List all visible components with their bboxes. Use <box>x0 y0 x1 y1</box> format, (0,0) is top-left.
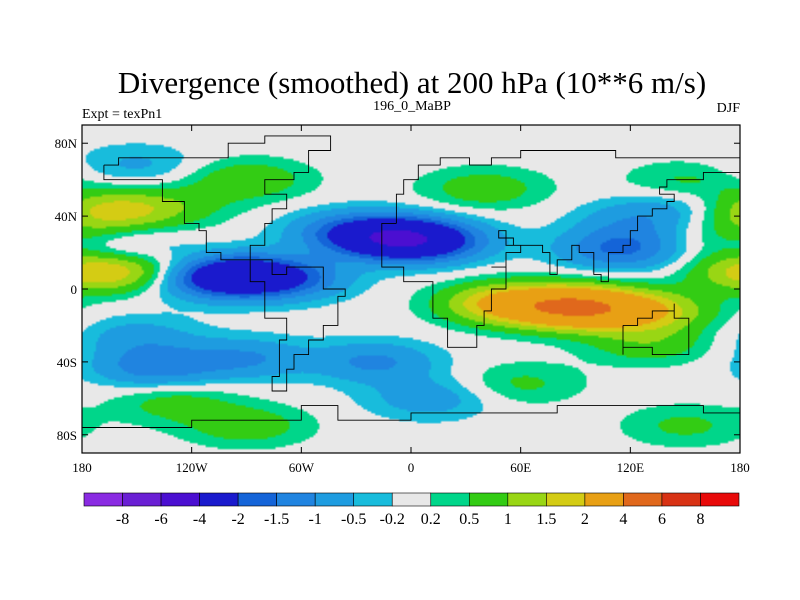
y-tick-label-4: 80S <box>57 428 77 443</box>
coast-afro-eurasia <box>381 150 741 348</box>
coastline-outline <box>82 135 741 428</box>
coast-antarctica <box>82 405 741 428</box>
x-tick-label-5: 120E <box>617 460 645 475</box>
colorbar-label-2: -4 <box>193 511 206 528</box>
colorbar-swatch-14 <box>623 492 663 507</box>
colorbar-label-1: -6 <box>154 511 167 528</box>
colorbar-label-3: -2 <box>231 511 244 528</box>
colorbar-swatch-5 <box>276 492 316 507</box>
x-tick-label-2: 60W <box>289 460 315 475</box>
colorbar-swatch-1 <box>122 492 162 507</box>
y-tick-label-0: 80N <box>55 136 78 151</box>
x-tick-label-3: 0 <box>408 460 415 475</box>
colorbar-label-0: -8 <box>116 511 129 528</box>
colorbar-swatch-6 <box>314 492 355 507</box>
subtitle-right: DJF <box>717 101 741 116</box>
x-tick-label-0: 180 <box>72 460 92 475</box>
colorbar-swatch-2 <box>160 492 200 507</box>
colorbar-label-8: 0.2 <box>421 511 441 528</box>
colorbar-label-12: 2 <box>581 511 589 528</box>
colorbar-swatch-11 <box>507 492 547 507</box>
subtitle-center: 196_0_MaBP <box>373 99 451 114</box>
colorbar-label-6: -0.5 <box>341 511 366 528</box>
chart-title: Divergence (smoothed) at 200 hPa (10**6 … <box>118 65 706 100</box>
colorbar-swatch-7 <box>353 492 393 507</box>
x-tick-label-4: 60E <box>510 460 531 475</box>
colorbar-label-7: -0.2 <box>380 511 405 528</box>
colorbar-label-15: 8 <box>696 511 704 528</box>
colorbar-label-5: -1 <box>309 511 322 528</box>
colorbar-swatch-4 <box>237 492 277 507</box>
coast-australia <box>622 303 690 356</box>
coast-americas <box>103 135 346 392</box>
colorbar-label-9: 0.5 <box>459 511 479 528</box>
colorbar-label-13: 4 <box>619 511 627 528</box>
colorbar-swatch-3 <box>199 492 239 507</box>
colorbar-swatch-16 <box>700 492 740 507</box>
colorbar-label-14: 6 <box>658 511 666 528</box>
x-tick-label-6: 180 <box>730 460 750 475</box>
x-tick-label-1: 120W <box>176 460 209 475</box>
colorbar-swatch-9 <box>430 492 470 507</box>
divergence-field <box>82 125 740 453</box>
y-axis: 80N 40N 0 40S 80S <box>55 136 740 443</box>
colorbar-swatch-13 <box>584 492 624 507</box>
colorbar-label-4: -1.5 <box>264 511 289 528</box>
y-tick-label-1: 40N <box>55 209 78 224</box>
colorbar-label-10: 1 <box>504 511 512 528</box>
colorbar-swatch-10 <box>468 492 509 507</box>
colorbar-swatch-0 <box>83 492 123 507</box>
colorbar-label-11: 1.5 <box>536 511 556 528</box>
colorbar-swatch-12 <box>546 492 586 507</box>
colorbar: -8 -6 -4 -2 -1.5 -1 -0.5 -0.2 0.2 0.5 1 1.5 2 4 6 8 <box>83 492 740 528</box>
colorbar-swatch-15 <box>661 492 701 507</box>
map-plot-area <box>81 124 741 454</box>
y-tick-label-3: 40S <box>57 355 77 370</box>
colorbar-swatch-8 <box>391 492 432 507</box>
subtitle-left: Expt = texPn1 <box>82 107 162 122</box>
y-tick-label-2: 0 <box>71 282 78 297</box>
x-axis: 180 120W 60W 0 60E 120E 180 <box>72 125 750 475</box>
